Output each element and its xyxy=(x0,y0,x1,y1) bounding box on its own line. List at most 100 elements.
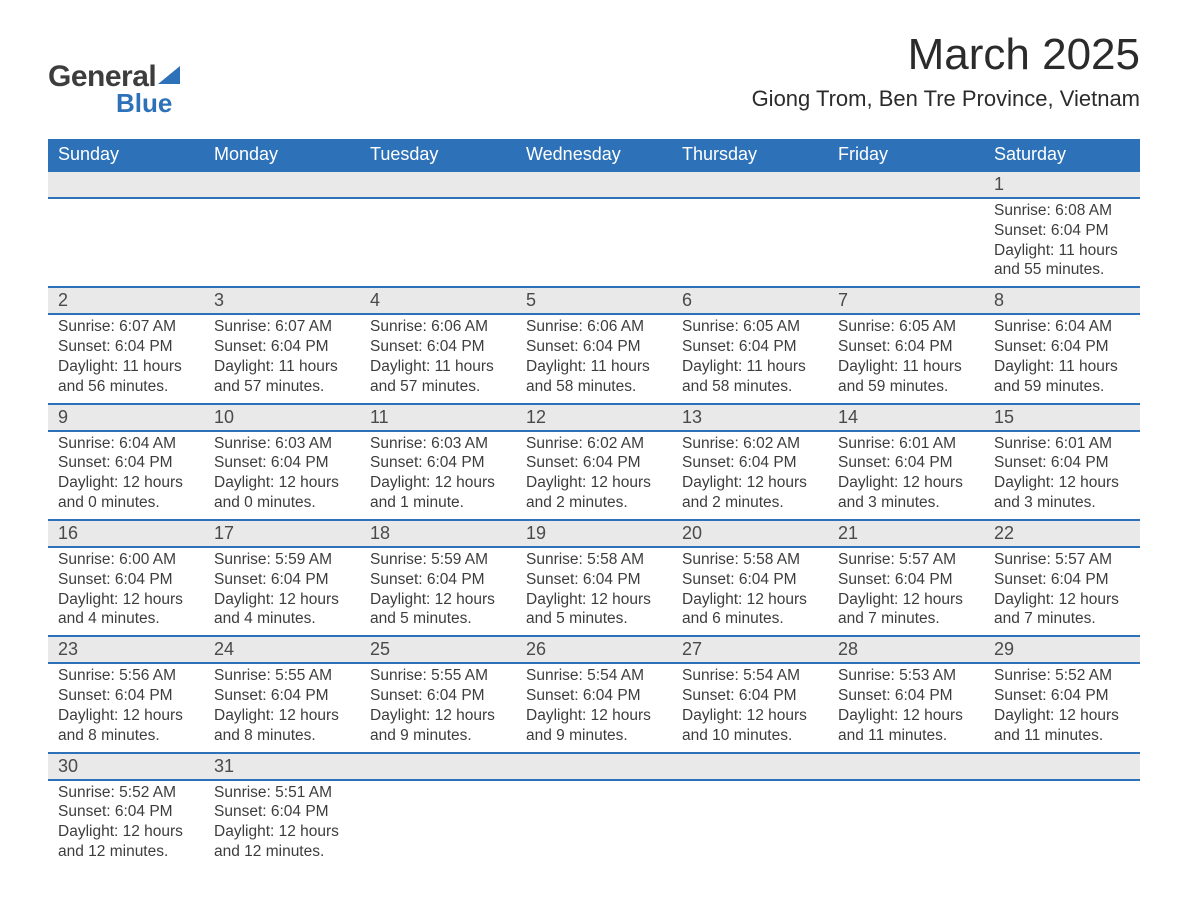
day-number-cell xyxy=(828,171,984,198)
sunset-line: Sunset: 6:04 PM xyxy=(526,453,662,473)
day-detail: Sunrise: 6:06 AMSunset: 6:04 PMDaylight:… xyxy=(516,315,672,402)
sunset-line: Sunset: 6:04 PM xyxy=(994,337,1130,357)
day-detail: Sunrise: 5:55 AMSunset: 6:04 PMDaylight:… xyxy=(360,664,516,751)
day-number-cell xyxy=(360,171,516,198)
sunrise-line: Sunrise: 5:52 AM xyxy=(58,783,194,803)
day-number-cell xyxy=(984,753,1140,780)
day-detail: Sunrise: 5:52 AMSunset: 6:04 PMDaylight:… xyxy=(984,664,1140,751)
detail-row: Sunrise: 6:00 AMSunset: 6:04 PMDaylight:… xyxy=(48,547,1140,636)
detail-row: Sunrise: 6:07 AMSunset: 6:04 PMDaylight:… xyxy=(48,314,1140,403)
day-number xyxy=(360,172,516,197)
day-number: 10 xyxy=(204,405,360,430)
sunset-line: Sunset: 6:04 PM xyxy=(682,686,818,706)
day-detail: Sunrise: 5:57 AMSunset: 6:04 PMDaylight:… xyxy=(828,548,984,635)
sunrise-line: Sunrise: 5:53 AM xyxy=(838,666,974,686)
sunrise-line: Sunrise: 5:54 AM xyxy=(682,666,818,686)
sunrise-line: Sunrise: 6:08 AM xyxy=(994,201,1130,221)
day-detail-cell xyxy=(828,198,984,287)
day-detail-cell: Sunrise: 5:56 AMSunset: 6:04 PMDaylight:… xyxy=(48,663,204,752)
daylight-line: Daylight: 11 hours and 58 minutes. xyxy=(526,357,662,397)
sunset-line: Sunset: 6:04 PM xyxy=(214,337,350,357)
day-number-cell: 18 xyxy=(360,520,516,547)
logo: General Blue xyxy=(48,60,180,119)
day-number-cell: 12 xyxy=(516,404,672,431)
day-detail-cell: Sunrise: 6:04 AMSunset: 6:04 PMDaylight:… xyxy=(984,314,1140,403)
sunset-line: Sunset: 6:04 PM xyxy=(370,570,506,590)
day-detail xyxy=(672,781,828,809)
day-detail-cell xyxy=(360,780,516,868)
sunrise-line: Sunrise: 6:01 AM xyxy=(994,434,1130,454)
detail-row: Sunrise: 5:56 AMSunset: 6:04 PMDaylight:… xyxy=(48,663,1140,752)
sunrise-line: Sunrise: 5:57 AM xyxy=(838,550,974,570)
day-detail-cell: Sunrise: 6:05 AMSunset: 6:04 PMDaylight:… xyxy=(672,314,828,403)
day-detail-cell: Sunrise: 5:57 AMSunset: 6:04 PMDaylight:… xyxy=(828,547,984,636)
day-number-cell: 8 xyxy=(984,287,1140,314)
day-detail xyxy=(516,199,672,227)
day-detail: Sunrise: 6:04 AMSunset: 6:04 PMDaylight:… xyxy=(984,315,1140,402)
day-detail-cell: Sunrise: 6:00 AMSunset: 6:04 PMDaylight:… xyxy=(48,547,204,636)
daylight-line: Daylight: 11 hours and 56 minutes. xyxy=(58,357,194,397)
daylight-line: Daylight: 11 hours and 55 minutes. xyxy=(994,241,1130,281)
day-number-cell xyxy=(204,171,360,198)
day-number: 4 xyxy=(360,288,516,313)
day-number-cell xyxy=(48,171,204,198)
day-number-cell: 1 xyxy=(984,171,1140,198)
day-number-cell: 27 xyxy=(672,636,828,663)
day-detail: Sunrise: 6:07 AMSunset: 6:04 PMDaylight:… xyxy=(204,315,360,402)
daylight-line: Daylight: 12 hours and 5 minutes. xyxy=(370,590,506,630)
day-detail: Sunrise: 6:05 AMSunset: 6:04 PMDaylight:… xyxy=(672,315,828,402)
sunset-line: Sunset: 6:04 PM xyxy=(526,337,662,357)
daylight-line: Daylight: 11 hours and 57 minutes. xyxy=(214,357,350,397)
day-detail xyxy=(360,199,516,227)
day-number-cell: 7 xyxy=(828,287,984,314)
day-detail-cell: Sunrise: 6:06 AMSunset: 6:04 PMDaylight:… xyxy=(516,314,672,403)
daynum-row: 9101112131415 xyxy=(48,404,1140,431)
day-number xyxy=(672,754,828,779)
logo-text-blue: Blue xyxy=(116,88,180,119)
daynum-row: 23242526272829 xyxy=(48,636,1140,663)
day-detail-cell: Sunrise: 5:58 AMSunset: 6:04 PMDaylight:… xyxy=(672,547,828,636)
day-number-cell: 3 xyxy=(204,287,360,314)
day-detail: Sunrise: 5:56 AMSunset: 6:04 PMDaylight:… xyxy=(48,664,204,751)
day-detail-cell xyxy=(672,198,828,287)
daylight-line: Daylight: 12 hours and 2 minutes. xyxy=(682,473,818,513)
day-detail: Sunrise: 5:59 AMSunset: 6:04 PMDaylight:… xyxy=(360,548,516,635)
sunset-line: Sunset: 6:04 PM xyxy=(526,686,662,706)
day-number xyxy=(516,754,672,779)
day-number-cell: 17 xyxy=(204,520,360,547)
daylight-line: Daylight: 12 hours and 2 minutes. xyxy=(526,473,662,513)
day-number-cell xyxy=(360,753,516,780)
day-number: 9 xyxy=(48,405,204,430)
month-title: March 2025 xyxy=(752,30,1140,80)
day-number-cell: 11 xyxy=(360,404,516,431)
sunrise-line: Sunrise: 6:04 AM xyxy=(58,434,194,454)
day-detail-cell xyxy=(672,780,828,868)
daylight-line: Daylight: 12 hours and 9 minutes. xyxy=(526,706,662,746)
day-number-cell: 20 xyxy=(672,520,828,547)
daylight-line: Daylight: 11 hours and 58 minutes. xyxy=(682,357,818,397)
sunset-line: Sunset: 6:04 PM xyxy=(526,570,662,590)
logo-triangle-icon xyxy=(158,66,180,84)
day-number: 17 xyxy=(204,521,360,546)
sunset-line: Sunset: 6:04 PM xyxy=(214,570,350,590)
day-number xyxy=(984,754,1140,779)
day-detail-cell xyxy=(204,198,360,287)
day-detail: Sunrise: 6:00 AMSunset: 6:04 PMDaylight:… xyxy=(48,548,204,635)
day-number: 15 xyxy=(984,405,1140,430)
sunset-line: Sunset: 6:04 PM xyxy=(994,570,1130,590)
day-number-cell: 24 xyxy=(204,636,360,663)
sunrise-line: Sunrise: 6:05 AM xyxy=(838,317,974,337)
day-number: 21 xyxy=(828,521,984,546)
day-detail-cell: Sunrise: 6:07 AMSunset: 6:04 PMDaylight:… xyxy=(48,314,204,403)
sunrise-line: Sunrise: 6:07 AM xyxy=(58,317,194,337)
weekday-header: Saturday xyxy=(984,139,1140,171)
day-number xyxy=(516,172,672,197)
sunset-line: Sunset: 6:04 PM xyxy=(370,337,506,357)
day-detail-cell: Sunrise: 6:03 AMSunset: 6:04 PMDaylight:… xyxy=(360,431,516,520)
sunset-line: Sunset: 6:04 PM xyxy=(58,802,194,822)
sunset-line: Sunset: 6:04 PM xyxy=(214,802,350,822)
daylight-line: Daylight: 11 hours and 59 minutes. xyxy=(994,357,1130,397)
day-number-cell: 6 xyxy=(672,287,828,314)
day-number xyxy=(828,754,984,779)
day-number xyxy=(204,172,360,197)
